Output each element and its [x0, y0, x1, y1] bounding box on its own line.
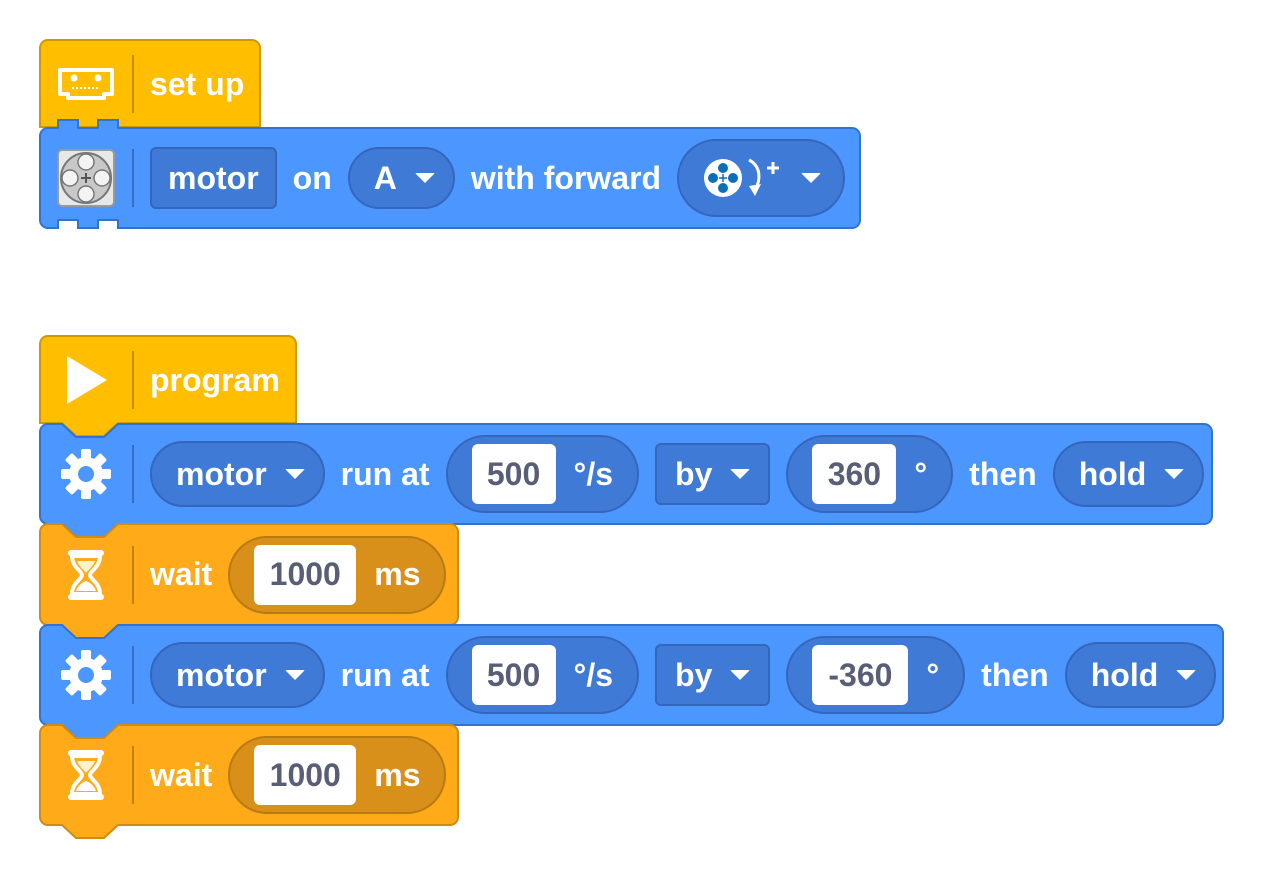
hourglass-icon — [40, 749, 132, 801]
by-value: by — [675, 656, 713, 693]
port-dropdown[interactable]: A — [347, 147, 455, 209]
amount-field[interactable]: -360 ° — [786, 636, 966, 714]
block-divider — [132, 545, 134, 604]
chevron-down-icon — [1164, 469, 1185, 479]
gear-icon — [40, 649, 132, 701]
wait-label: wait — [150, 756, 213, 793]
block-divider — [132, 646, 134, 704]
device-value: motor — [176, 656, 267, 693]
gear-icon — [40, 448, 132, 500]
with-forward-label: with forward — [470, 159, 662, 196]
device-type-label: motor — [168, 159, 259, 196]
block-divider — [132, 445, 134, 503]
then-value: hold — [1090, 656, 1159, 693]
device-dropdown[interactable]: motor — [150, 441, 325, 507]
then-dropdown[interactable]: hold — [1064, 642, 1217, 708]
then-label: then — [981, 656, 1049, 693]
then-dropdown[interactable]: hold — [1052, 441, 1205, 507]
direction-dropdown[interactable] — [677, 139, 846, 217]
wait-label: wait — [150, 556, 213, 592]
chevron-down-icon — [284, 670, 305, 680]
hat-divider — [132, 55, 134, 113]
amount-field[interactable]: 360 ° — [786, 435, 954, 513]
speed-input[interactable]: 500 — [471, 645, 556, 705]
wait-duration-input[interactable]: 1000 — [254, 745, 357, 805]
port-value: A — [373, 159, 397, 196]
wait-duration-field[interactable]: 1000 ms — [228, 535, 447, 614]
setup-motor-block[interactable]: motor on A with forward — [40, 128, 861, 228]
amount-input[interactable]: 360 — [812, 444, 897, 504]
speed-field[interactable]: 500 °/s — [445, 435, 640, 513]
chevron-down-icon — [284, 469, 305, 479]
chevron-down-icon — [1176, 670, 1197, 680]
amount-input[interactable]: -360 — [812, 645, 909, 705]
then-label: then — [969, 455, 1037, 492]
hub-icon — [40, 66, 132, 102]
amount-unit: ° — [914, 455, 928, 492]
block-divider — [132, 746, 134, 804]
chevron-down-icon — [801, 173, 822, 183]
motor-port-icon — [40, 149, 132, 207]
wait-block[interactable]: wait 1000 ms — [40, 524, 462, 625]
speed-unit: °/s — [573, 656, 614, 693]
by-dropdown[interactable]: by — [655, 644, 771, 706]
setup-hat-label: set up — [150, 65, 245, 102]
wait-block[interactable]: wait 1000 ms — [40, 725, 462, 825]
amount-unit: ° — [926, 656, 940, 693]
run-at-label: run at — [340, 455, 430, 492]
device-dropdown[interactable]: motor — [150, 642, 325, 708]
hat-divider — [132, 351, 134, 409]
motor-run-block[interactable]: motor run at 500 °/s by 360 ° then hold — [40, 424, 1220, 524]
wait-duration-field[interactable]: 1000 ms — [228, 736, 447, 814]
program-hat-label: program — [150, 361, 280, 398]
wait-duration-input[interactable]: 1000 — [254, 544, 357, 605]
block-divider — [132, 149, 134, 207]
setup-hat-block[interactable]: set up — [40, 40, 260, 128]
by-dropdown[interactable]: by — [655, 443, 771, 505]
speed-input[interactable]: 500 — [471, 444, 556, 504]
speed-unit: °/s — [573, 455, 614, 492]
then-value: hold — [1078, 455, 1147, 492]
hourglass-icon — [40, 549, 132, 601]
run-at-label: run at — [340, 656, 430, 693]
speed-field[interactable]: 500 °/s — [445, 636, 640, 714]
device-type-field[interactable]: motor — [150, 147, 277, 209]
chevron-down-icon — [730, 469, 751, 479]
by-value: by — [675, 455, 713, 492]
on-label: on — [292, 159, 332, 196]
chevron-down-icon — [730, 670, 751, 680]
wait-unit: ms — [374, 556, 421, 592]
motor-clockwise-icon — [704, 158, 780, 197]
motor-run-block[interactable]: motor run at 500 °/s by -360 ° then hold — [40, 625, 1232, 725]
device-value: motor — [176, 455, 267, 492]
play-icon — [40, 354, 132, 406]
wait-unit: ms — [374, 756, 421, 793]
setup-hat-shape[interactable] — [39, 39, 261, 128]
chevron-down-icon — [414, 173, 435, 183]
program-hat-block[interactable]: program — [40, 336, 296, 424]
